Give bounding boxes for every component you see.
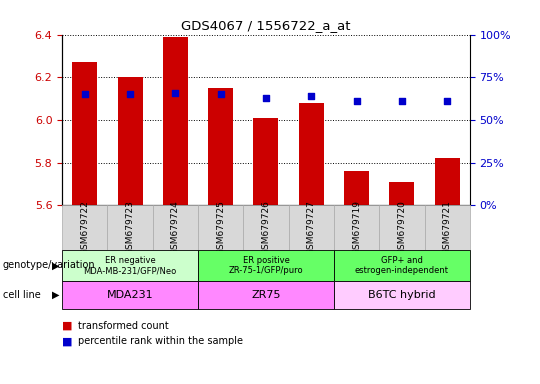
Text: GSM679725: GSM679725 <box>216 200 225 255</box>
Bar <box>334 205 379 250</box>
Bar <box>334 250 470 281</box>
Point <box>307 93 315 99</box>
Bar <box>72 62 97 205</box>
Bar <box>389 182 414 205</box>
Text: percentile rank within the sample: percentile rank within the sample <box>78 336 244 346</box>
Text: genotype/variation: genotype/variation <box>3 260 96 270</box>
Text: ▶: ▶ <box>52 290 60 300</box>
Point <box>171 89 180 96</box>
Text: ■: ■ <box>62 321 72 331</box>
Point <box>397 98 406 104</box>
Text: ZR75: ZR75 <box>251 290 281 300</box>
Bar <box>163 37 188 205</box>
Text: GSM679721: GSM679721 <box>443 200 451 255</box>
Point <box>217 91 225 98</box>
Bar <box>334 281 470 309</box>
Bar <box>153 205 198 250</box>
Bar <box>62 250 198 281</box>
Point <box>261 95 270 101</box>
Text: GSM679720: GSM679720 <box>397 200 406 255</box>
Bar <box>118 77 143 205</box>
Bar <box>62 281 198 309</box>
Text: GSM679726: GSM679726 <box>261 200 271 255</box>
Bar <box>198 205 244 250</box>
Text: ER negative
MDA-MB-231/GFP/Neo: ER negative MDA-MB-231/GFP/Neo <box>83 256 177 275</box>
Text: ■: ■ <box>62 336 72 346</box>
Bar <box>62 205 107 250</box>
Bar <box>198 250 334 281</box>
Bar <box>107 205 153 250</box>
Text: ER positive
ZR-75-1/GFP/puro: ER positive ZR-75-1/GFP/puro <box>228 256 303 275</box>
Title: GDS4067 / 1556722_a_at: GDS4067 / 1556722_a_at <box>181 19 350 32</box>
Bar <box>424 205 470 250</box>
Bar <box>435 159 460 205</box>
Bar <box>244 205 288 250</box>
Text: cell line: cell line <box>3 290 40 300</box>
Text: GSM679722: GSM679722 <box>80 200 89 255</box>
Text: GSM679723: GSM679723 <box>126 200 134 255</box>
Text: GSM679719: GSM679719 <box>352 200 361 255</box>
Bar <box>208 88 233 205</box>
Point <box>80 91 89 98</box>
Point <box>126 91 134 98</box>
Text: ▶: ▶ <box>52 260 60 270</box>
Point <box>443 98 451 104</box>
Text: transformed count: transformed count <box>78 321 169 331</box>
Text: GSM679724: GSM679724 <box>171 200 180 255</box>
Bar <box>344 171 369 205</box>
Point <box>352 98 361 104</box>
Text: MDA231: MDA231 <box>107 290 153 300</box>
Text: GSM679727: GSM679727 <box>307 200 316 255</box>
Bar <box>299 103 323 205</box>
Bar <box>253 118 279 205</box>
Text: B6TC hybrid: B6TC hybrid <box>368 290 436 300</box>
Text: GFP+ and
estrogen-independent: GFP+ and estrogen-independent <box>355 256 449 275</box>
Bar <box>288 205 334 250</box>
Bar <box>198 281 334 309</box>
Bar <box>379 205 424 250</box>
